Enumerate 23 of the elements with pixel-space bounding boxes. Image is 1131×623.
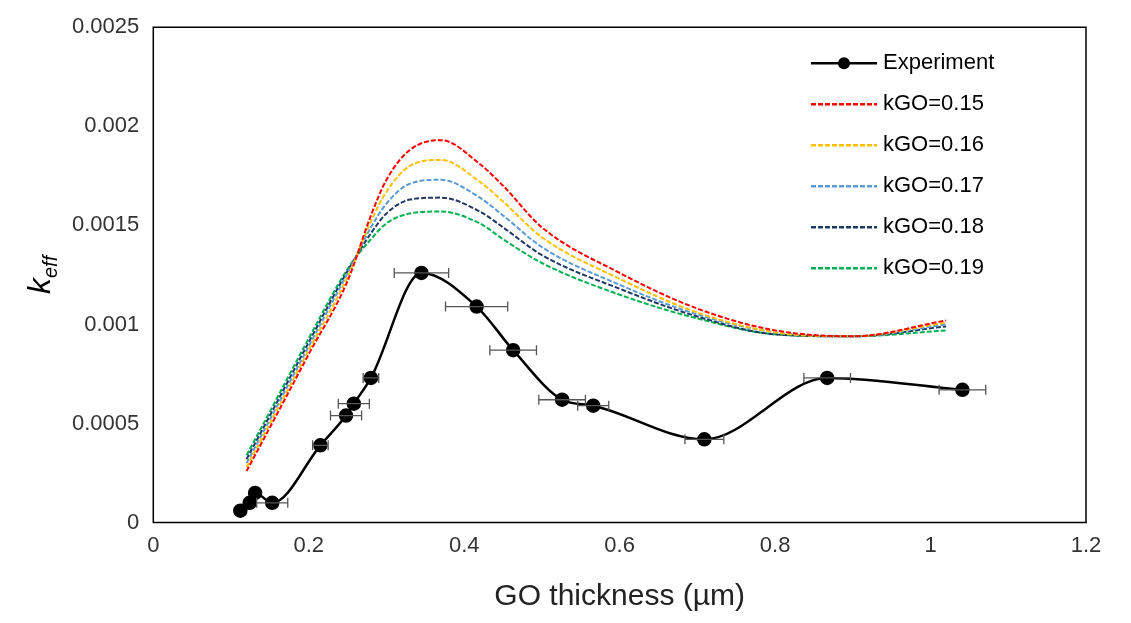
legend-label: Experiment [883,49,995,75]
y-tick-label: 0.0005 [71,409,140,435]
legend-label: kGO=0.19 [883,254,984,280]
legend-label: kGO=0.18 [883,213,984,239]
legend-label: kGO=0.15 [883,90,984,116]
x-tick-label: 0.6 [604,531,635,557]
x-tick-label: 0.2 [293,531,325,557]
x-tick-label: 0 [147,531,160,557]
point [233,503,248,518]
x-axis-title: GO thickness (µm) [494,578,745,612]
y-axis-title: keff [21,253,61,295]
y-tick-label: 0 [127,508,140,534]
legend-label: kGO=0.17 [883,172,984,198]
y-tick-label: 0.0025 [71,13,140,39]
x-tick-label: 1 [924,531,937,557]
x-tick-label: 0.8 [759,531,791,557]
x-tick-label: 0.4 [448,531,480,557]
y-tick-label: 0.0015 [71,211,140,237]
legend-label: kGO=0.16 [883,131,984,157]
point [247,485,263,501]
x-tick-label: 1.2 [1070,531,1102,557]
y-tick-label: 0.002 [84,112,140,138]
y-tick-label: 0.001 [84,310,140,336]
